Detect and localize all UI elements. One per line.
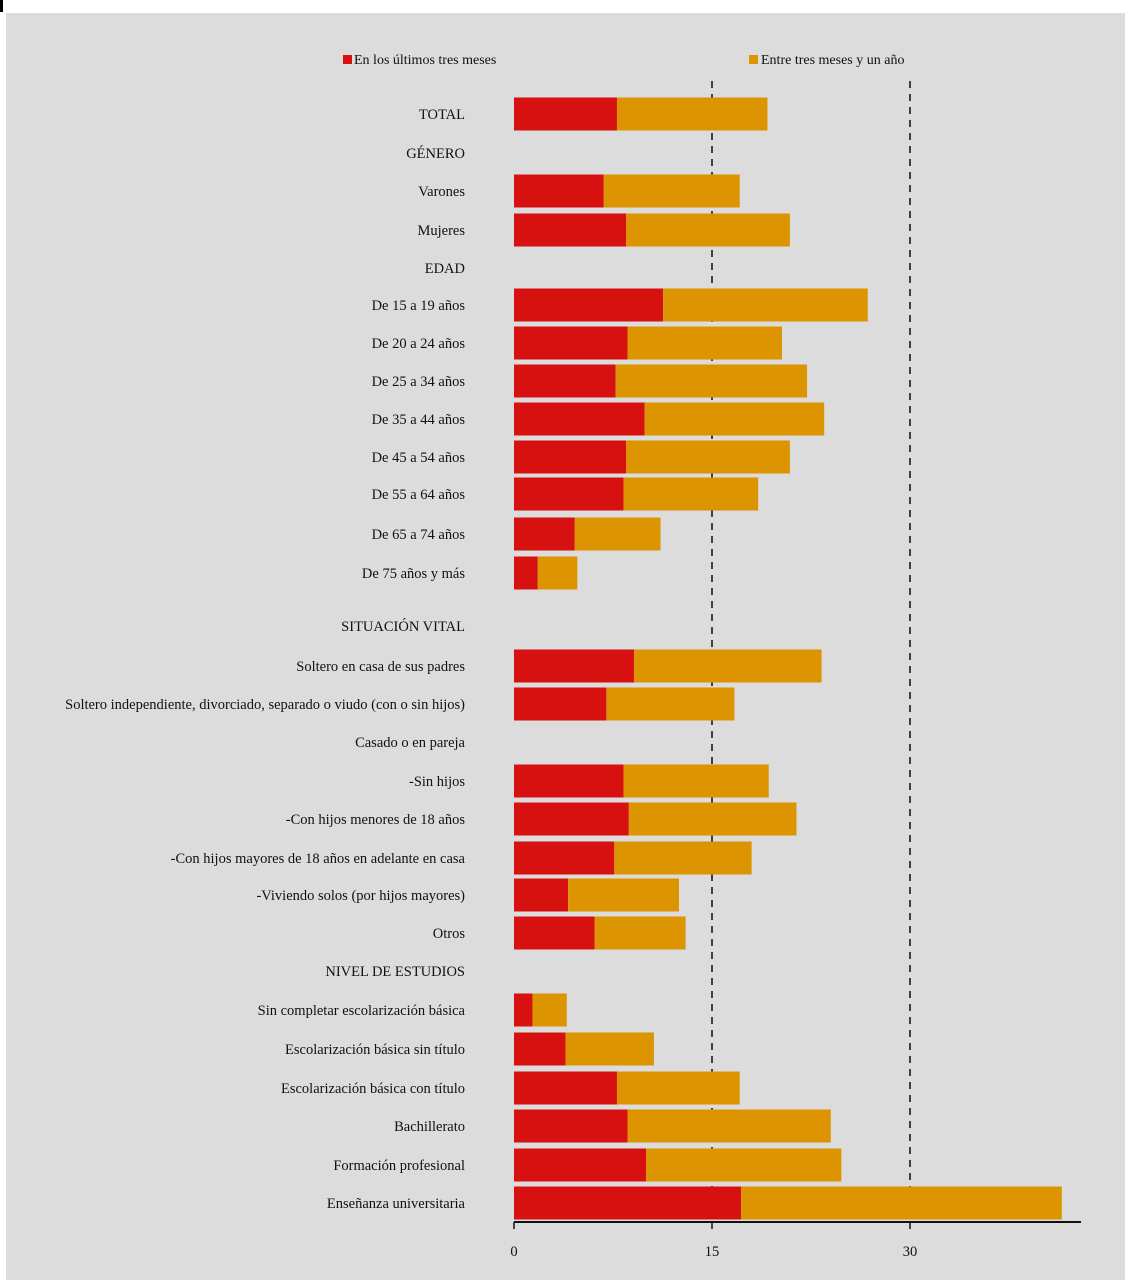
bar-segment-year <box>537 556 578 590</box>
bar-segment-recent <box>514 402 645 436</box>
bar-segment-recent <box>514 916 595 950</box>
row-label: Escolarización básica sin título <box>285 1042 465 1058</box>
bar-segment-recent <box>514 517 575 551</box>
bar-segment-year <box>532 993 567 1027</box>
bar-segment-recent <box>514 477 624 511</box>
bar-segment-year <box>628 802 797 836</box>
gridlines <box>711 81 911 1222</box>
bar-segment-year <box>626 440 790 474</box>
legend-label-year: Entre tres meses y un año <box>761 53 904 68</box>
section-header: Casado o en pareja <box>355 735 465 751</box>
bar-segment-recent <box>514 878 569 912</box>
x-tick-label: 15 <box>705 1244 720 1260</box>
section-header: EDAD <box>425 261 465 277</box>
legend-label-recent: En los últimos tres meses <box>354 53 496 68</box>
x-tick-label: 0 <box>510 1244 517 1260</box>
bar-segment-year <box>603 174 740 208</box>
bar-segment-year <box>615 364 808 398</box>
bar-segment-year <box>574 517 661 551</box>
bar-segment-year <box>634 649 822 683</box>
bar-segment-year <box>616 1071 740 1105</box>
bar-segment-recent <box>514 174 604 208</box>
legend-swatch-year <box>749 55 758 64</box>
bar-segment-recent <box>514 97 617 131</box>
row-label: Otros <box>433 926 466 942</box>
row-label: Mujeres <box>417 223 465 239</box>
legend: En los últimos tres meses Entre tres mes… <box>343 53 904 68</box>
bar-segment-recent <box>514 213 627 247</box>
corner-mark <box>0 0 3 12</box>
row-label: De 20 a 24 años <box>372 336 466 352</box>
bar-segment-year <box>565 1032 654 1066</box>
bar-segment-recent <box>514 802 629 836</box>
bar-segment-year <box>606 687 735 721</box>
row-label: De 35 a 44 años <box>372 412 466 428</box>
row-label: De 65 a 74 años <box>372 527 466 543</box>
bar-segment-recent <box>514 649 635 683</box>
bar-segment-recent <box>514 1032 566 1066</box>
row-label: Formación profesional <box>333 1158 465 1174</box>
bar-segment-recent <box>514 993 533 1027</box>
x-axis: 0 15 30 <box>510 1221 1081 1260</box>
bar-segment-recent <box>514 687 607 721</box>
row-label: De 25 a 34 años <box>372 374 466 390</box>
row-label: De 55 a 64 años <box>372 487 466 503</box>
x-tick-label: 30 <box>903 1244 918 1260</box>
bar-segment-year <box>614 841 752 875</box>
bar-segment-recent <box>514 556 538 590</box>
section-header: NIVEL DE ESTUDIOS <box>325 964 465 980</box>
row-label: -Sin hijos <box>409 774 465 790</box>
row-labels: TOTAL GÉNERO Varones Mujeres EDAD De 15 a 19 … <box>65 107 465 1212</box>
row-label: -Con hijos mayores de 18 años en adelant… <box>171 851 466 867</box>
bar-segment-year <box>627 1109 831 1143</box>
bar-segment-year <box>568 878 679 912</box>
bar-segment-recent <box>514 326 628 360</box>
section-header: SITUACIÓN VITAL <box>341 618 465 635</box>
row-label: De 15 a 19 años <box>372 298 466 314</box>
bar-segment-recent <box>514 288 664 322</box>
bar-segment-recent <box>514 364 616 398</box>
bar-segment-year <box>644 402 825 436</box>
bar-segment-year <box>594 916 686 950</box>
bar-segment-recent <box>514 764 624 798</box>
row-label: Soltero en casa de sus padres <box>296 659 465 675</box>
row-label: Soltero independiente, divorciado, separ… <box>65 697 465 713</box>
row-label: Enseñanza universitaria <box>327 1196 466 1212</box>
bar-segment-year <box>663 288 868 322</box>
chart-panel: En los últimos tres meses Entre tres mes… <box>6 13 1125 1280</box>
bars <box>514 97 1062 1220</box>
row-label: Sin completar escolarización básica <box>258 1003 466 1019</box>
bar-segment-year <box>741 1186 1062 1220</box>
bar-segment-recent <box>514 1071 617 1105</box>
bar-segment-recent <box>514 1148 646 1182</box>
row-label: Bachillerato <box>394 1119 465 1135</box>
row-label: TOTAL <box>419 107 465 123</box>
row-label: De 45 a 54 años <box>372 450 466 466</box>
bar-segment-recent <box>514 1186 742 1220</box>
bar-segment-year <box>623 477 759 511</box>
section-header: GÉNERO <box>406 145 465 162</box>
row-label: -Con hijos menores de 18 años <box>286 812 466 828</box>
row-label: Varones <box>418 184 465 200</box>
row-label: De 75 años y más <box>362 566 465 582</box>
row-label: Escolarización básica con título <box>281 1081 465 1097</box>
bar-segment-year <box>627 326 782 360</box>
bar-segment-year <box>623 764 769 798</box>
bar-segment-recent <box>514 440 627 474</box>
legend-swatch-recent <box>343 55 352 64</box>
stacked-bar-chart: En los últimos tres meses Entre tres mes… <box>65 53 1081 1260</box>
bar-segment-year <box>646 1148 842 1182</box>
bar-segment-year <box>626 213 790 247</box>
bar-segment-year <box>616 97 768 131</box>
bar-segment-recent <box>514 1109 628 1143</box>
row-label: -Viviendo solos (por hijos mayores) <box>256 888 465 904</box>
bar-segment-recent <box>514 841 615 875</box>
